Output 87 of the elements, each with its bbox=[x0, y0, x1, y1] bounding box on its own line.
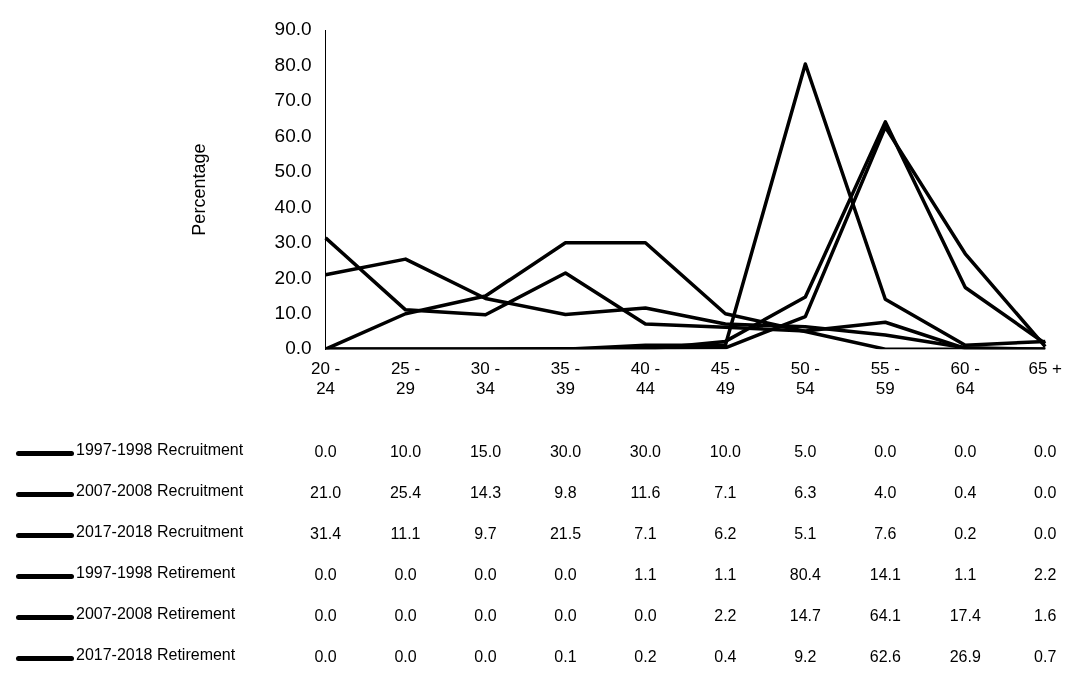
y-tick-label: 70.0 bbox=[274, 89, 312, 111]
data-label: 1.1 bbox=[634, 566, 657, 584]
data-label: 2.2 bbox=[1034, 566, 1057, 584]
data-label: 25.4 bbox=[389, 484, 422, 502]
data-label: 0.0 bbox=[314, 607, 337, 625]
data-label: 0.2 bbox=[954, 525, 977, 543]
data-label: 0.0 bbox=[394, 648, 417, 666]
x-tick-label: 55 - 59 bbox=[870, 359, 900, 399]
data-label: 6.3 bbox=[794, 484, 817, 502]
y-tick-label: 0.0 bbox=[285, 337, 312, 359]
data-label: 0.2 bbox=[634, 648, 657, 666]
y-tick-label: 40.0 bbox=[274, 195, 312, 217]
y-tick-label: 80.0 bbox=[274, 53, 312, 75]
data-label: 0.0 bbox=[314, 566, 337, 584]
y-axis-title: Percentage bbox=[188, 143, 209, 236]
legend-label: 1997-1998 Retirement bbox=[76, 564, 236, 582]
data-label: 7.6 bbox=[874, 525, 897, 543]
data-label: 1.1 bbox=[714, 566, 737, 584]
data-label: 0.0 bbox=[314, 648, 337, 666]
y-tick-label: 20.0 bbox=[274, 266, 312, 288]
data-label: 9.8 bbox=[554, 484, 577, 502]
data-label: 14.7 bbox=[789, 607, 821, 625]
data-label: 15.0 bbox=[469, 443, 502, 461]
data-label: 31.4 bbox=[310, 525, 342, 543]
y-tick-label: 90.0 bbox=[274, 18, 312, 40]
x-tick-label: 30 - 34 bbox=[470, 359, 501, 399]
legend-label: 2007-2008 Recruitment bbox=[76, 482, 244, 500]
data-label: 0.0 bbox=[394, 607, 417, 625]
data-label: 0.0 bbox=[474, 648, 497, 666]
data-label: 14.1 bbox=[869, 566, 901, 584]
data-label: 9.7 bbox=[474, 525, 497, 543]
data-label: 0.4 bbox=[714, 648, 737, 666]
y-tick-label: 60.0 bbox=[274, 124, 312, 146]
data-label: 10.0 bbox=[389, 443, 422, 461]
legend-label: 1997-1998 Recruitment bbox=[76, 441, 244, 459]
x-tick-label: 35 - 39 bbox=[550, 359, 581, 399]
data-label: 11.1 bbox=[390, 525, 421, 543]
legend-label: 2017-2018 Recruitment bbox=[76, 523, 244, 541]
data-label: 2.2 bbox=[714, 607, 737, 625]
data-label: 0.0 bbox=[554, 566, 577, 584]
data-label: 10.0 bbox=[709, 443, 741, 461]
data-label: 11.6 bbox=[630, 484, 661, 502]
x-tick-label: 25 - 29 bbox=[390, 359, 421, 399]
y-tick-label: 50.0 bbox=[274, 160, 312, 182]
data-label: 1.1 bbox=[954, 566, 977, 584]
data-label: 0.0 bbox=[474, 566, 497, 584]
data-label: 30.0 bbox=[549, 443, 582, 461]
data-label: 62.6 bbox=[869, 648, 901, 666]
data-label: 80.4 bbox=[789, 566, 821, 584]
data-label: 0.0 bbox=[474, 607, 497, 625]
data-label: 0.0 bbox=[314, 443, 337, 461]
data-label: 64.1 bbox=[869, 607, 901, 625]
data-label: 0.0 bbox=[1034, 443, 1057, 461]
data-label: 0.0 bbox=[394, 566, 417, 584]
legend-label: 2017-2018 Retirement bbox=[76, 646, 236, 664]
x-tick-label: 40 - 44 bbox=[630, 359, 661, 399]
data-label: 30.0 bbox=[629, 443, 661, 461]
x-tick-label: 50 - 54 bbox=[790, 359, 820, 399]
x-tick-label: 20 - 24 bbox=[310, 359, 341, 399]
data-label: 0.0 bbox=[554, 607, 577, 625]
data-label: 0.4 bbox=[954, 484, 977, 502]
x-tick-label: 65 + bbox=[1028, 359, 1063, 379]
data-label: 7.1 bbox=[714, 484, 737, 502]
data-label: 21.0 bbox=[310, 484, 342, 502]
data-label: 0.0 bbox=[634, 607, 657, 625]
data-label: 26.9 bbox=[949, 648, 981, 666]
data-label: 6.2 bbox=[714, 525, 737, 543]
data-label: 1.6 bbox=[1034, 607, 1057, 625]
data-label: 0.0 bbox=[1034, 484, 1057, 502]
x-tick-label: 60 - 64 bbox=[950, 359, 980, 399]
data-label: 0.1 bbox=[554, 648, 577, 666]
data-label: 4.0 bbox=[874, 484, 897, 502]
data-label: 0.0 bbox=[954, 443, 977, 461]
data-label: 5.0 bbox=[794, 443, 817, 461]
data-label: 0.0 bbox=[874, 443, 897, 461]
data-label: 17.4 bbox=[949, 607, 981, 625]
data-label: 0.0 bbox=[1034, 525, 1057, 543]
data-label: 9.2 bbox=[794, 648, 817, 666]
data-label: 5.1 bbox=[794, 525, 817, 543]
data-label: 21.5 bbox=[549, 525, 582, 543]
data-label: 0.7 bbox=[1034, 648, 1057, 666]
y-tick-label: 30.0 bbox=[274, 231, 312, 253]
data-label: 7.1 bbox=[634, 525, 657, 543]
legend-label: 2007-2008 Retirement bbox=[76, 605, 236, 623]
x-tick-label: 45 - 49 bbox=[710, 359, 741, 399]
data-label: 14.3 bbox=[469, 484, 502, 502]
y-tick-label: 10.0 bbox=[274, 301, 312, 323]
